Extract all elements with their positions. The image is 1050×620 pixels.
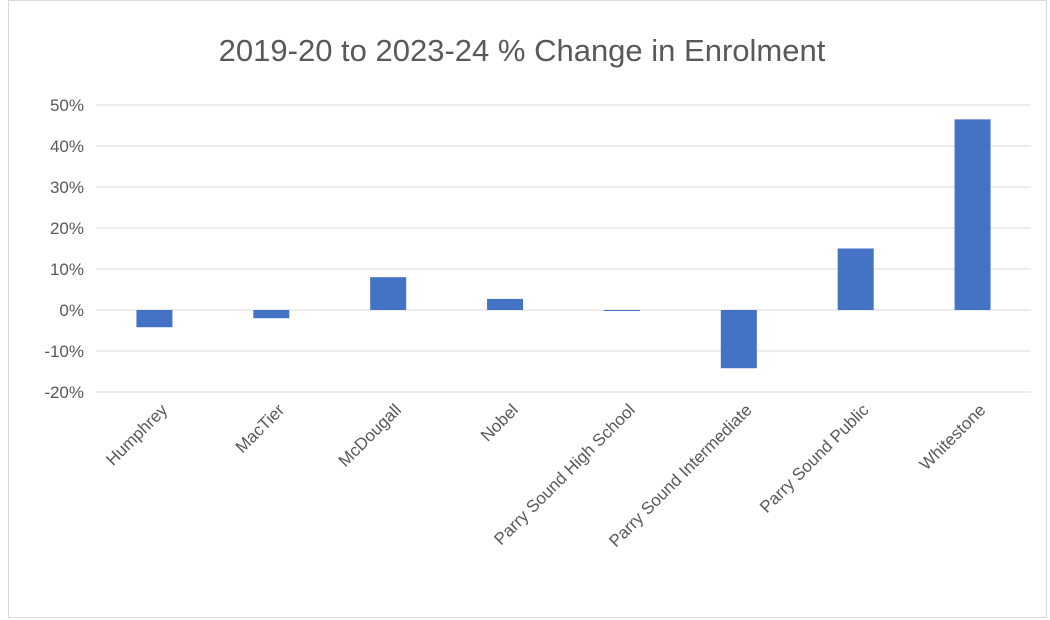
bar [954,119,991,310]
bar [370,277,407,310]
bar-chart: 2019-20 to 2023-24 % Change in Enrolment… [44,33,1031,551]
y-tick-label: -20% [44,383,84,402]
x-tick-label: Nobel [477,400,522,445]
x-tick-label: Humphrey [102,400,171,469]
y-tick-label: 40% [50,137,84,156]
y-tick-label: 10% [50,260,84,279]
bars [136,119,991,369]
y-tick-label: 50% [50,96,84,115]
chart-title: 2019-20 to 2023-24 % Change in Enrolment [219,33,826,68]
bar [603,310,640,311]
bar [136,310,173,328]
bar [837,248,874,310]
y-tick-label: -10% [44,342,84,361]
x-tick-label: McDougall [335,400,405,470]
gridlines [96,104,1031,393]
x-tick-label: Parry Sound Public [756,400,873,517]
bar [720,310,757,369]
bar [487,298,524,310]
x-axis-tick-labels: Humphrey MacTier McDougall Nobel Parry Sound… [102,400,989,551]
y-axis-tick-labels: -20% -10% 0% 10% 20% 30% 40% 50% [44,96,84,402]
chart-area: 2019-20 to 2023-24 % Change in Enrolment… [8,0,1047,618]
y-tick-label: 30% [50,178,84,197]
bar [253,310,290,319]
y-tick-label: 0% [59,301,84,320]
x-tick-label: Whitestone [916,400,990,474]
x-tick-label: MacTier [232,400,289,457]
y-tick-label: 20% [50,219,84,238]
